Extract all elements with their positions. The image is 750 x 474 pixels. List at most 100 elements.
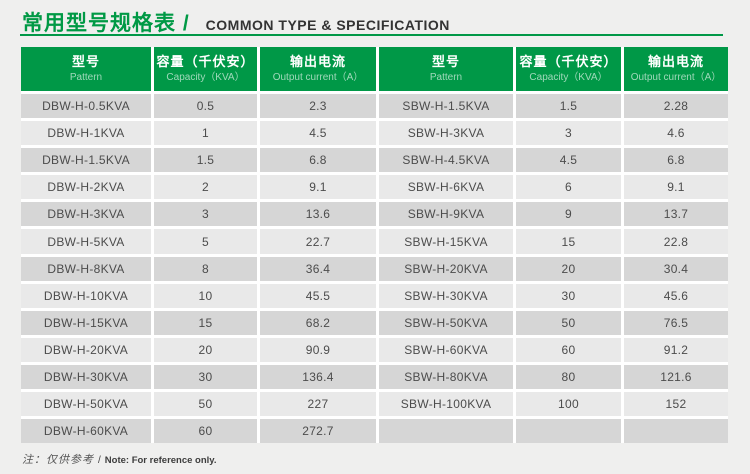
pattern-cell: DBW-H-60KVA (21, 419, 151, 444)
pattern-header: 型号 Pattern (379, 47, 513, 91)
output-current-cell: 36.4 (260, 256, 376, 281)
header-label-zh: 型号 (71, 54, 100, 70)
capacity-cell: 1.5 (516, 94, 621, 119)
header-label-zh: 容量（千伏安） (519, 54, 618, 70)
capacity-cell: 80 (516, 364, 621, 390)
pattern-cell: SBW-H-20KVA (379, 256, 513, 281)
pattern-cell: SBW-H-4.5KVA (379, 148, 513, 173)
footer-note-zh: 注：仅供参考 (22, 454, 94, 466)
capacity-cell: 60 (516, 337, 621, 362)
output-current-cell: 6.8 (624, 148, 728, 173)
capacity-cell: 8 (154, 256, 257, 281)
output-current-cell: 76.5 (624, 310, 728, 335)
footer-note-slash: / (98, 455, 101, 466)
pattern-cell: SBW-H-80KVA (379, 364, 513, 390)
pattern-cell: DBW-H-3KVA (21, 202, 151, 227)
pattern-cell: DBW-H-15KVA (21, 310, 151, 335)
capacity-cell: 2 (154, 175, 257, 200)
output-current-cell: 227 (260, 392, 376, 417)
pattern-cell: SBW-H-100KVA (379, 392, 513, 417)
output-current-cell: 121.6 (624, 364, 728, 390)
output-current-cell: 90.9 (260, 337, 376, 362)
capacity-cell: 3 (154, 202, 257, 227)
footer-note-en: Note: For reference only. (104, 455, 217, 466)
header-label-en: Output current（A） (630, 71, 722, 83)
pattern-cell: DBW-H-5KVA (21, 229, 151, 254)
header-label-zh: 容量（千伏安） (156, 54, 255, 70)
header-label-en: Capacity（KVA） (166, 71, 245, 83)
header-label-en: Output current（A） (272, 71, 364, 83)
pattern-cell: DBW-H-10KVA (21, 283, 151, 308)
header-label-zh: 型号 (431, 54, 460, 70)
output-current-header: 输出电流 Output current（A） (624, 47, 728, 91)
output-current-cell: 9.1 (260, 175, 376, 200)
output-current-cell: 13.6 (260, 202, 376, 227)
capacity-cell: 3 (516, 121, 621, 146)
footer-note: 注：仅供参考 / Note: For reference only. (22, 451, 217, 467)
pattern-cell: DBW-H-30KVA (21, 364, 151, 390)
pattern-cell (379, 419, 513, 444)
output-current-cell: 152 (624, 392, 728, 417)
pattern-cell: DBW-H-0.5KVA (21, 94, 151, 119)
output-current-cell: 9.1 (624, 175, 728, 200)
capacity-cell: 9 (516, 202, 621, 227)
output-current-header: 输出电流 Output current（A） (260, 47, 376, 91)
pattern-cell: SBW-H-3KVA (379, 121, 513, 146)
capacity-cell: 20 (516, 256, 621, 281)
pattern-cell: DBW-H-1KVA (21, 121, 151, 146)
capacity-cell: 60 (154, 419, 257, 444)
header-label-en: Pattern (429, 71, 463, 83)
capacity-cell: 30 (154, 364, 257, 390)
output-current-cell: 13.7 (624, 202, 728, 227)
pattern-cell: SBW-H-30KVA (379, 283, 513, 308)
capacity-cell: 6 (516, 175, 621, 200)
capacity-cell: 5 (154, 229, 257, 254)
pattern-cell: SBW-H-1.5KVA (379, 94, 513, 119)
output-current-cell: 4.5 (260, 121, 376, 146)
capacity-cell: 0.5 (154, 94, 257, 119)
capacity-cell: 1 (154, 121, 257, 146)
output-current-cell: 6.8 (260, 148, 376, 173)
pattern-cell: DBW-H-8KVA (21, 256, 151, 281)
capacity-cell: 1.5 (154, 148, 257, 173)
output-current-cell: 22.7 (260, 229, 376, 254)
pattern-cell: SBW-H-9KVA (379, 202, 513, 227)
page-title: 常用型号规格表 / COMMON TYPE & SPECIFICATION (22, 7, 450, 37)
output-current-cell: 136.4 (260, 364, 376, 390)
capacity-cell: 15 (516, 229, 621, 254)
capacity-cell: 30 (516, 283, 621, 308)
capacity-cell: 20 (154, 337, 257, 362)
output-current-cell: 22.8 (624, 229, 728, 254)
pattern-cell: SBW-H-60KVA (379, 337, 513, 362)
capacity-cell: 100 (516, 392, 621, 417)
header-label-zh: 输出电流 (289, 54, 346, 70)
capacity-cell: 4.5 (516, 148, 621, 173)
output-current-cell: 30.4 (624, 256, 728, 281)
output-current-cell (624, 419, 728, 444)
output-current-cell: 2.3 (260, 94, 376, 119)
pattern-cell: DBW-H-2KVA (21, 175, 151, 200)
title-underline (20, 34, 723, 36)
output-current-cell: 2.28 (624, 94, 728, 119)
header-label-en: Capacity（KVA） (529, 71, 608, 83)
capacity-header: 容量（千伏安） Capacity（KVA） (154, 47, 257, 91)
pattern-cell: DBW-H-20KVA (21, 337, 151, 362)
pattern-cell: DBW-H-1.5KVA (21, 148, 151, 173)
capacity-cell: 50 (516, 310, 621, 335)
header-label-en: Pattern (69, 71, 103, 83)
pattern-cell: SBW-H-6KVA (379, 175, 513, 200)
output-current-cell: 45.6 (624, 283, 728, 308)
output-current-cell: 68.2 (260, 310, 376, 335)
output-current-cell: 272.7 (260, 419, 376, 444)
pattern-cell: DBW-H-50KVA (21, 392, 151, 417)
pattern-cell: SBW-H-15KVA (379, 229, 513, 254)
header-label-zh: 输出电流 (647, 54, 704, 70)
spec-table: 型号 Pattern 容量（千伏安） Capacity（KVA） 输出电流 Output … (21, 47, 728, 444)
page-title-zh: 常用型号规格表 / (22, 12, 190, 35)
pattern-cell: SBW-H-50KVA (379, 310, 513, 335)
capacity-cell (516, 419, 621, 444)
output-current-cell: 4.6 (624, 121, 728, 146)
capacity-header: 容量（千伏安） Capacity（KVA） (516, 47, 621, 91)
capacity-cell: 10 (154, 283, 257, 308)
